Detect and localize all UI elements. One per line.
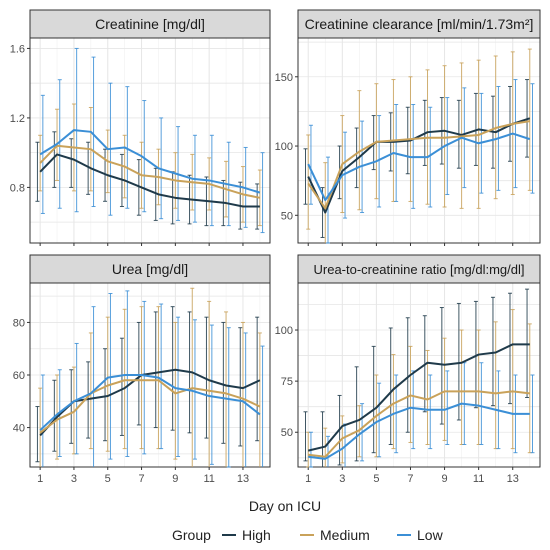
x-tick-label: 3 xyxy=(339,473,345,485)
plot-border xyxy=(297,282,541,468)
x-tick-label: 5 xyxy=(105,473,111,485)
series-high xyxy=(303,288,530,467)
x-tick-label: 1 xyxy=(37,473,43,485)
legend-label-medium: Medium xyxy=(320,527,370,543)
x-tick-label: 7 xyxy=(407,473,413,485)
panel-title: Creatinine clearance [ml/min/1.73m²] xyxy=(305,16,534,32)
y-tick-label: 100 xyxy=(275,325,293,337)
legend-title: Group xyxy=(172,527,211,543)
panel-4: Urea-to-creatinine ratio [mg/dl:mg/dl] 50… xyxy=(275,254,541,485)
series-line-medium xyxy=(39,144,261,199)
legend: Group High Medium Low xyxy=(172,527,444,543)
series-line-high xyxy=(307,343,530,452)
plot-area xyxy=(298,38,540,243)
series-line-low xyxy=(39,374,261,431)
x-tick-label: 13 xyxy=(237,473,249,485)
y-tick-label: 50 xyxy=(281,210,293,222)
plot-border xyxy=(297,37,541,244)
series-line-medium xyxy=(308,390,530,458)
panel-title: Urea-to-creatinine ratio [mg/dl:mg/dl] xyxy=(314,262,525,277)
y-tick-label: 40 xyxy=(13,423,25,435)
y-tick-label: 150 xyxy=(275,72,293,84)
y-tick-label: 75 xyxy=(281,376,293,388)
legend-label-low: Low xyxy=(417,527,444,543)
y-tick-label: 1.6 xyxy=(10,43,25,55)
x-tick-label: 9 xyxy=(172,473,178,485)
y-tick-label: 100 xyxy=(275,141,293,153)
panel-strip xyxy=(297,9,541,39)
x-tick-label: 1 xyxy=(305,473,311,485)
plot-area xyxy=(30,38,270,243)
series-medium xyxy=(306,309,532,468)
x-tick-label: 3 xyxy=(71,473,77,485)
x-tick-label: 13 xyxy=(507,473,519,485)
y-tick-label: 50 xyxy=(281,427,293,439)
plot-border xyxy=(29,37,271,244)
panel-title: Creatinine [mg/dl] xyxy=(95,16,205,32)
x-tick-label: 9 xyxy=(442,473,448,485)
y-tick-label: 0.8 xyxy=(10,182,25,194)
panel-title: Urea [mg/dl] xyxy=(112,261,188,277)
series-high xyxy=(35,306,260,463)
series-line-low xyxy=(307,132,531,202)
plot-area xyxy=(298,283,540,467)
x-axis-title: Day on ICU xyxy=(249,498,321,514)
panel-1: Creatinine [mg/dl] 0.8 1.2 1.6 xyxy=(10,9,271,246)
x-tick-label: 11 xyxy=(203,473,214,485)
series-line-high xyxy=(39,153,260,208)
series-line-medium xyxy=(39,379,261,434)
panel-strip xyxy=(29,254,271,284)
x-tick-label: 11 xyxy=(473,473,484,485)
x-tick-label: 7 xyxy=(138,473,144,485)
panel-strip xyxy=(29,9,271,39)
series-line-low xyxy=(308,402,530,460)
panels: Creatinine [mg/dl] 0.8 1.2 1.6 Creatinine cl… xyxy=(10,9,541,485)
series-line-low xyxy=(39,129,261,194)
legend-label-high: High xyxy=(242,527,271,543)
panel-2: Creatinine clearance [ml/min/1.73m²] 50 10… xyxy=(275,9,541,246)
y-tick-label: 60 xyxy=(13,370,25,382)
y-tick-label: 1.2 xyxy=(10,113,25,125)
series-line-high xyxy=(307,117,531,214)
series-line-medium xyxy=(307,120,530,210)
y-tick-label: 80 xyxy=(13,317,25,329)
x-tick-label: 5 xyxy=(373,473,379,485)
